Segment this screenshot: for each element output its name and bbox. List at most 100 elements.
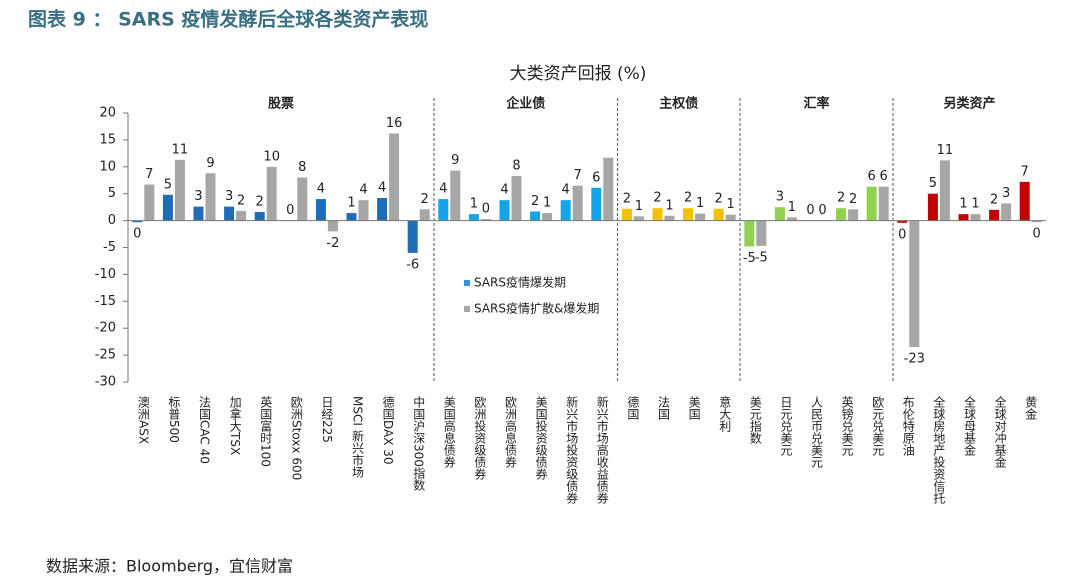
data-label: 7 [574,168,582,183]
data-label: 6 [880,169,888,184]
data-label: 3 [776,190,784,205]
bar [266,166,277,221]
bar [193,206,204,221]
bar [939,160,950,221]
data-label: 2 [531,194,539,209]
x-tick-label: 欧洲投资级债券 [473,396,487,480]
y-tick-label: 15 [99,132,116,147]
data-label: 0 [286,203,294,218]
bar [358,200,369,221]
x-tick-label: 英镑兑美元 [840,396,854,457]
x-tick-label: 美国投资级债券 [534,396,548,480]
data-label: 9 [451,153,459,168]
data-label: 16 [386,116,403,131]
data-label: 0 [818,203,826,218]
bar [1031,220,1042,223]
y-tick-label: -10 [95,267,116,282]
data-label: 3 [225,189,233,204]
data-label: 4 [439,182,447,197]
bar [542,213,553,221]
data-label: 8 [512,158,520,173]
x-tick-label: 标普500 [167,396,181,443]
x-tick-label: 新兴市场投资级债券 [565,395,579,504]
data-label: 2 [849,192,857,207]
data-label: 1 [470,197,478,212]
x-tick-label: MSCI 新兴市场 [351,396,365,478]
bar [664,215,675,221]
bar [786,217,797,221]
data-label: 1 [788,200,796,215]
y-tick-label: 10 [99,159,116,174]
bar [695,213,706,221]
bar [633,216,644,221]
data-label: 0 [1033,227,1041,242]
bar [1001,203,1012,221]
x-tick-label: 意大利 [718,395,732,432]
data-label: 0 [898,227,906,242]
data-label: 7 [1021,164,1029,179]
bar [591,187,602,221]
bar [144,184,155,221]
bar [652,208,663,221]
data-label: -2 [326,236,339,251]
x-tick-label: 美国 [687,396,701,420]
x-tick-label: 全球母基金 [963,395,977,456]
bar [224,206,235,221]
bar [572,185,583,221]
data-label: 2 [990,192,998,207]
bar [713,208,724,221]
bar [254,211,265,221]
data-label: 1 [971,197,979,212]
data-label: 11 [937,143,954,158]
source: 数据来源：Bloomberg，宜信财富 [46,557,293,576]
group-label: 另类资产 [943,96,995,112]
bar [438,199,449,221]
bar [897,220,908,223]
bar [530,211,541,221]
bar [205,173,216,221]
data-label: 7 [145,167,153,182]
data-label: 11 [172,142,189,157]
data-label: 4 [317,182,325,197]
data-label: 2 [715,191,723,206]
bar [756,220,767,246]
data-label: 8 [298,160,306,175]
data-label: 1 [543,196,551,211]
bar [725,214,736,221]
legend-marker [464,306,470,312]
bar [162,194,173,221]
bar [866,186,877,221]
bar [927,193,938,221]
data-label: 2 [623,191,631,206]
group-label: 汇率 [803,96,829,112]
data-label: 3 [1002,186,1010,201]
x-tick-label: 德国DAX 30 [381,395,395,465]
data-label: 4 [500,183,508,198]
bar [1019,181,1030,221]
bar [389,133,400,221]
data-label: 2 [421,192,429,207]
bar [958,214,969,221]
x-tick-label: 欧元兑美元 [871,396,885,457]
bar [989,209,1000,221]
data-label: 1 [665,198,673,213]
data-label: 1 [727,197,735,212]
data-label: 1 [696,196,704,211]
bar [621,208,632,221]
x-tick-label: 欧洲Stoxx 600 [289,396,303,481]
x-tick-label: 加拿大TSX [228,396,242,456]
legend-label: SARS疫情扩散&爆发期 [474,301,599,316]
x-tick-label: 黄金 [1024,396,1038,420]
y-tick-label: -30 [95,375,116,390]
data-label: -6 [406,257,419,272]
data-label: 6 [592,170,600,185]
x-tick-label: 欧洲高息债券 [504,396,518,468]
data-label: -5 [755,250,768,265]
data-label: 5 [929,176,937,191]
bar [499,200,510,221]
group-label: 股票 [268,96,294,112]
data-label: -23 [904,352,925,367]
bar [315,199,326,221]
data-label: 5 [164,177,172,192]
